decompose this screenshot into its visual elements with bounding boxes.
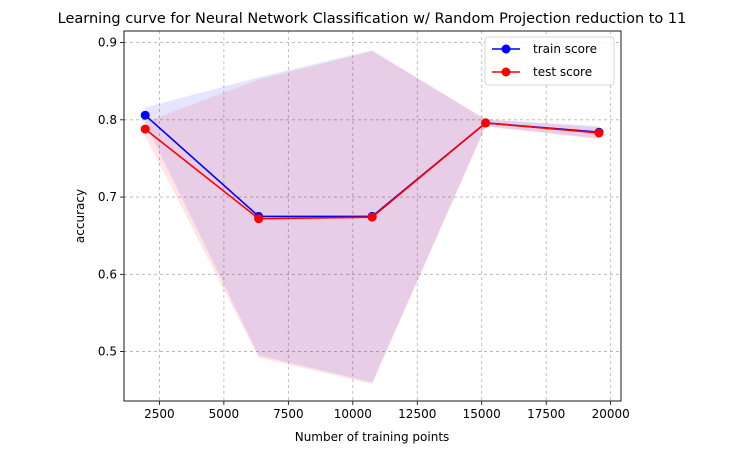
plot-frame [123, 30, 622, 402]
legend-marker [501, 44, 511, 54]
data-point [140, 124, 150, 134]
x-tick-label: 2500 [144, 407, 175, 421]
ticks: 2500 5000 7500 10000 12500 15000 17500 20000 0.5… [98, 36, 630, 421]
x-tick-label: 17500 [527, 407, 565, 421]
y-tick-label: 0.6 [98, 267, 117, 281]
legend-label: test score [533, 65, 592, 79]
legend-marker [501, 67, 511, 77]
x-tick-label: 15000 [463, 407, 501, 421]
y-tick-label: 0.5 [98, 345, 117, 359]
series-lines [140, 110, 604, 224]
data-point [140, 110, 150, 120]
y-axis-label: accuracy [73, 189, 87, 243]
y-tick-label: 0.7 [98, 190, 117, 204]
x-tick-label: 7500 [273, 407, 304, 421]
data-point [254, 214, 264, 224]
legend-label: train score [533, 42, 597, 56]
x-tick-label: 20000 [592, 407, 630, 421]
x-tick-label: 5000 [209, 407, 240, 421]
chart-title: Learning curve for Neural Network Classi… [58, 11, 687, 27]
y-tick-label: 0.9 [98, 36, 117, 50]
data-point [594, 128, 604, 138]
y-tick-label: 0.8 [98, 113, 117, 127]
axes [123, 30, 622, 402]
data-point [481, 118, 491, 128]
data-point [367, 212, 377, 222]
legend: train score test score [484, 36, 615, 86]
x-axis-label: Number of training points [295, 430, 450, 444]
x-tick-label: 10000 [334, 407, 372, 421]
x-tick-label: 12500 [398, 407, 436, 421]
